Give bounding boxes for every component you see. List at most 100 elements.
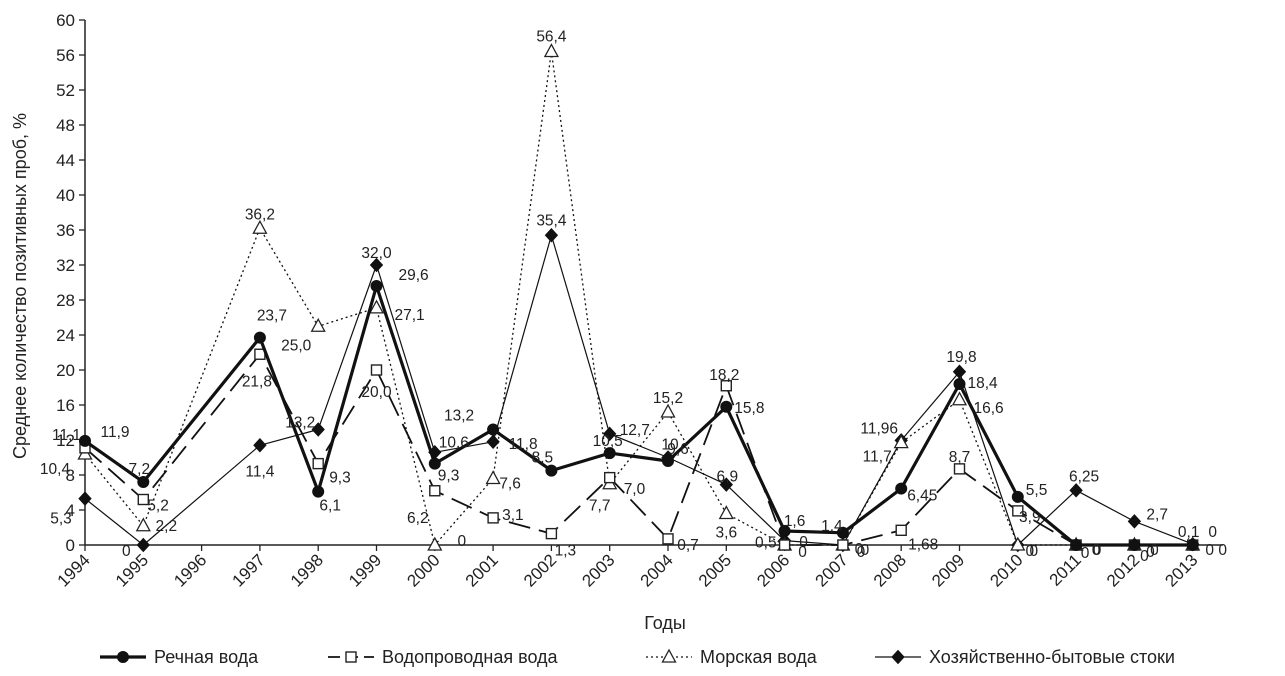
data-label: 10,5 [593, 433, 623, 450]
data-point [893, 434, 909, 449]
data-label: 10,4 [40, 461, 71, 478]
data-point [660, 403, 676, 418]
data-point [1010, 536, 1026, 551]
data-label: 3,6 [716, 525, 738, 542]
data-point [369, 257, 384, 273]
data-point [545, 464, 558, 477]
data-label: 2,2 [156, 518, 178, 535]
data-point [370, 280, 383, 292]
data-point [603, 426, 617, 442]
data-label: 7,2 [129, 461, 151, 478]
data-point [953, 378, 966, 390]
data-label: 0,1 [1178, 524, 1200, 541]
data-label: 3,9 [1019, 509, 1041, 526]
data-point [720, 400, 733, 413]
data-point [79, 434, 91, 447]
y-tick-label: 48 [56, 116, 75, 135]
data-label: 0 [1092, 542, 1101, 559]
data-label: 20,0 [361, 384, 392, 401]
series-line [84, 284, 1193, 547]
data-point [253, 438, 267, 453]
data-label: 0 [1146, 544, 1155, 561]
data-label: 0 [457, 533, 466, 550]
y-tick-label: 8 [66, 466, 75, 485]
data-point [312, 457, 324, 470]
data-label: 29,6 [399, 267, 429, 284]
legend-item: Водопроводная вода [328, 647, 559, 667]
data-point [661, 648, 677, 663]
data-point [428, 457, 441, 470]
y-axis-title: Среднее количество позитивных проб, % [10, 113, 30, 459]
x-tick-label: 1995 [112, 550, 152, 590]
data-point [718, 505, 734, 520]
legend-item: Морская вода [646, 647, 818, 667]
data-point [487, 423, 500, 436]
data-label: 0 [1205, 542, 1214, 559]
data-label: 56,4 [536, 29, 567, 46]
data-label: 35,4 [536, 212, 567, 229]
data-label: 0 [855, 541, 864, 558]
data-label: 6,2 [407, 510, 429, 527]
data-point [836, 526, 849, 539]
data-label: 12,7 [620, 422, 650, 439]
data-point [1011, 490, 1024, 503]
x-tick-label: 2013 [1161, 550, 1201, 590]
data-point [895, 482, 908, 495]
x-tick-label: 2005 [695, 550, 735, 590]
data-point [429, 485, 441, 497]
data-label: 11,96 [860, 420, 898, 437]
legend-label: Речная вода [154, 647, 259, 667]
data-point [837, 539, 849, 551]
data-label: 11,4 [245, 463, 274, 480]
data-point [891, 649, 905, 665]
y-tick-label: 60 [56, 11, 75, 30]
x-tick-label: 2000 [403, 550, 443, 590]
data-point [604, 471, 616, 484]
data-label: 11,7 [863, 449, 892, 466]
data-label: 18,4 [968, 375, 999, 392]
data-label: 1,6 [784, 513, 806, 530]
data-label: 0 [1150, 542, 1159, 559]
data-point [117, 651, 129, 663]
x-tick-label: 2010 [986, 550, 1026, 590]
legend-item: Хозяйственно-бытовые стоки [875, 647, 1175, 667]
data-label: 0 [1029, 543, 1038, 560]
series-1 [79, 280, 1199, 551]
y-tick-label: 12 [56, 431, 75, 450]
data-point [719, 477, 733, 492]
data-point [486, 434, 500, 449]
x-tick-label: 2004 [637, 550, 677, 590]
data-label: 0 [122, 543, 131, 560]
y-tick-label: 16 [56, 396, 75, 415]
data-label: 11,1 [52, 427, 81, 444]
data-point [1012, 505, 1024, 517]
data-label: 15,2 [653, 390, 683, 407]
x-tick-label: 1997 [229, 550, 269, 590]
y-tick-label: 4 [66, 501, 75, 520]
y-tick-label: 32 [56, 256, 75, 275]
data-label: 10,6 [439, 434, 469, 451]
data-label: 0 [1208, 524, 1217, 541]
data-label: 6,25 [1069, 468, 1099, 485]
y-tick-label: 28 [56, 291, 75, 310]
data-point [1128, 539, 1141, 551]
data-label: 9,3 [438, 468, 460, 485]
data-label: 13,2 [285, 415, 315, 432]
data-label: 5,5 [1026, 482, 1048, 499]
data-label: 6,1 [319, 498, 341, 515]
data-label: 9,3 [329, 470, 351, 487]
data-label: 5,2 [147, 498, 169, 515]
legend: Речная вода Водопроводная вода Морская вод… [100, 647, 1175, 667]
data-label: 15,8 [734, 400, 764, 417]
x-tick-label: 2007 [812, 550, 852, 590]
data-label: 0 [1081, 545, 1090, 562]
data-label: 16,6 [974, 400, 1004, 417]
legend-label: Морская вода [700, 647, 818, 667]
data-point [1186, 539, 1199, 551]
data-label: 0 [798, 544, 807, 561]
data-label: 36,2 [245, 206, 275, 223]
y-tick-label: 56 [56, 46, 75, 65]
data-label: 25,0 [281, 337, 312, 354]
x-tick-label: 2012 [1103, 550, 1143, 590]
